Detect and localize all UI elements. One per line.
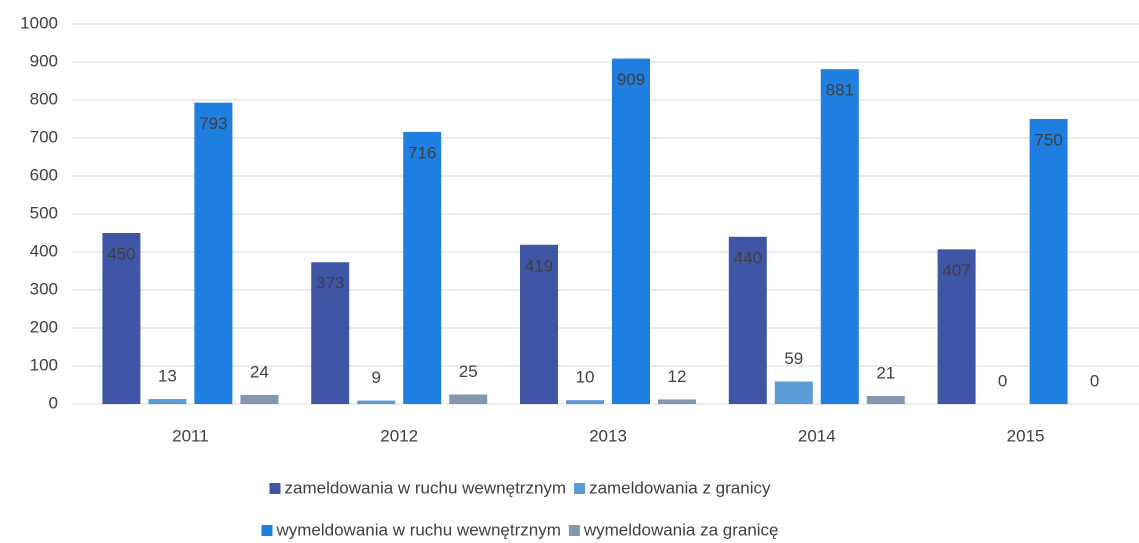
data-label: 24: [250, 362, 269, 381]
y-tick-label: 600: [30, 165, 58, 184]
y-tick-label: 500: [30, 203, 58, 222]
legend-swatch: [568, 525, 580, 536]
bar: [194, 102, 233, 404]
data-label: 21: [876, 364, 895, 383]
legend-label: wymeldowania za granicę: [583, 520, 779, 539]
data-label: 407: [942, 261, 970, 280]
bar: [449, 394, 488, 404]
bar: [774, 381, 813, 404]
bar: [658, 399, 696, 404]
y-tick-label: 400: [30, 241, 58, 260]
bar: [612, 58, 650, 405]
bar: [728, 236, 767, 404]
bar: [102, 233, 141, 404]
bar: [357, 400, 396, 404]
x-tick-label: 2015: [1007, 426, 1045, 445]
data-label: 373: [316, 274, 344, 293]
data-label: 881: [826, 81, 854, 100]
data-label: 440: [734, 248, 762, 267]
legend-swatch: [574, 483, 586, 494]
x-tick-label: 2012: [380, 426, 418, 445]
y-tick-label: 100: [30, 355, 58, 374]
data-label: 419: [525, 256, 553, 275]
data-label: 13: [158, 367, 177, 386]
y-tick-label: 1000: [20, 13, 58, 32]
data-label: 909: [617, 70, 645, 89]
data-label: 0: [998, 371, 1007, 390]
x-tick-label: 2011: [172, 426, 209, 445]
y-tick-label: 800: [30, 89, 58, 108]
bar: [937, 249, 976, 404]
legend-label: zameldowania w ruchu wewnętrznym: [285, 478, 567, 497]
bar: [566, 400, 604, 404]
bar: [311, 262, 350, 404]
y-tick-label: 900: [30, 51, 58, 70]
bar: [403, 131, 442, 405]
bar: [148, 399, 187, 404]
legend-swatch: [261, 525, 273, 536]
data-label: 716: [408, 143, 436, 162]
bar: [866, 396, 905, 404]
legend-label: wymeldowania w ruchu wewnętrznym: [275, 520, 560, 539]
data-label: 10: [576, 368, 595, 387]
x-tick-label: 2014: [798, 426, 836, 445]
x-tick-label: 2013: [589, 426, 627, 445]
bar: [1029, 119, 1068, 404]
legend-swatch: [269, 483, 281, 494]
data-label: 12: [668, 367, 687, 386]
bar: [520, 244, 558, 404]
data-label: 59: [784, 349, 803, 368]
data-label: 750: [1034, 130, 1062, 149]
data-label: 793: [199, 114, 227, 133]
bar: [240, 394, 279, 404]
data-label: 9: [371, 368, 380, 387]
data-label: 0: [1090, 371, 1099, 390]
y-tick-label: 700: [30, 127, 58, 146]
data-label: 450: [107, 244, 135, 263]
y-tick-label: 200: [30, 317, 58, 336]
legend-label: zameldowania z granicy: [589, 478, 771, 497]
y-tick-label: 300: [30, 279, 58, 298]
data-label: 25: [459, 362, 478, 381]
bar: [820, 69, 859, 404]
y-tick-label: 0: [49, 393, 58, 412]
